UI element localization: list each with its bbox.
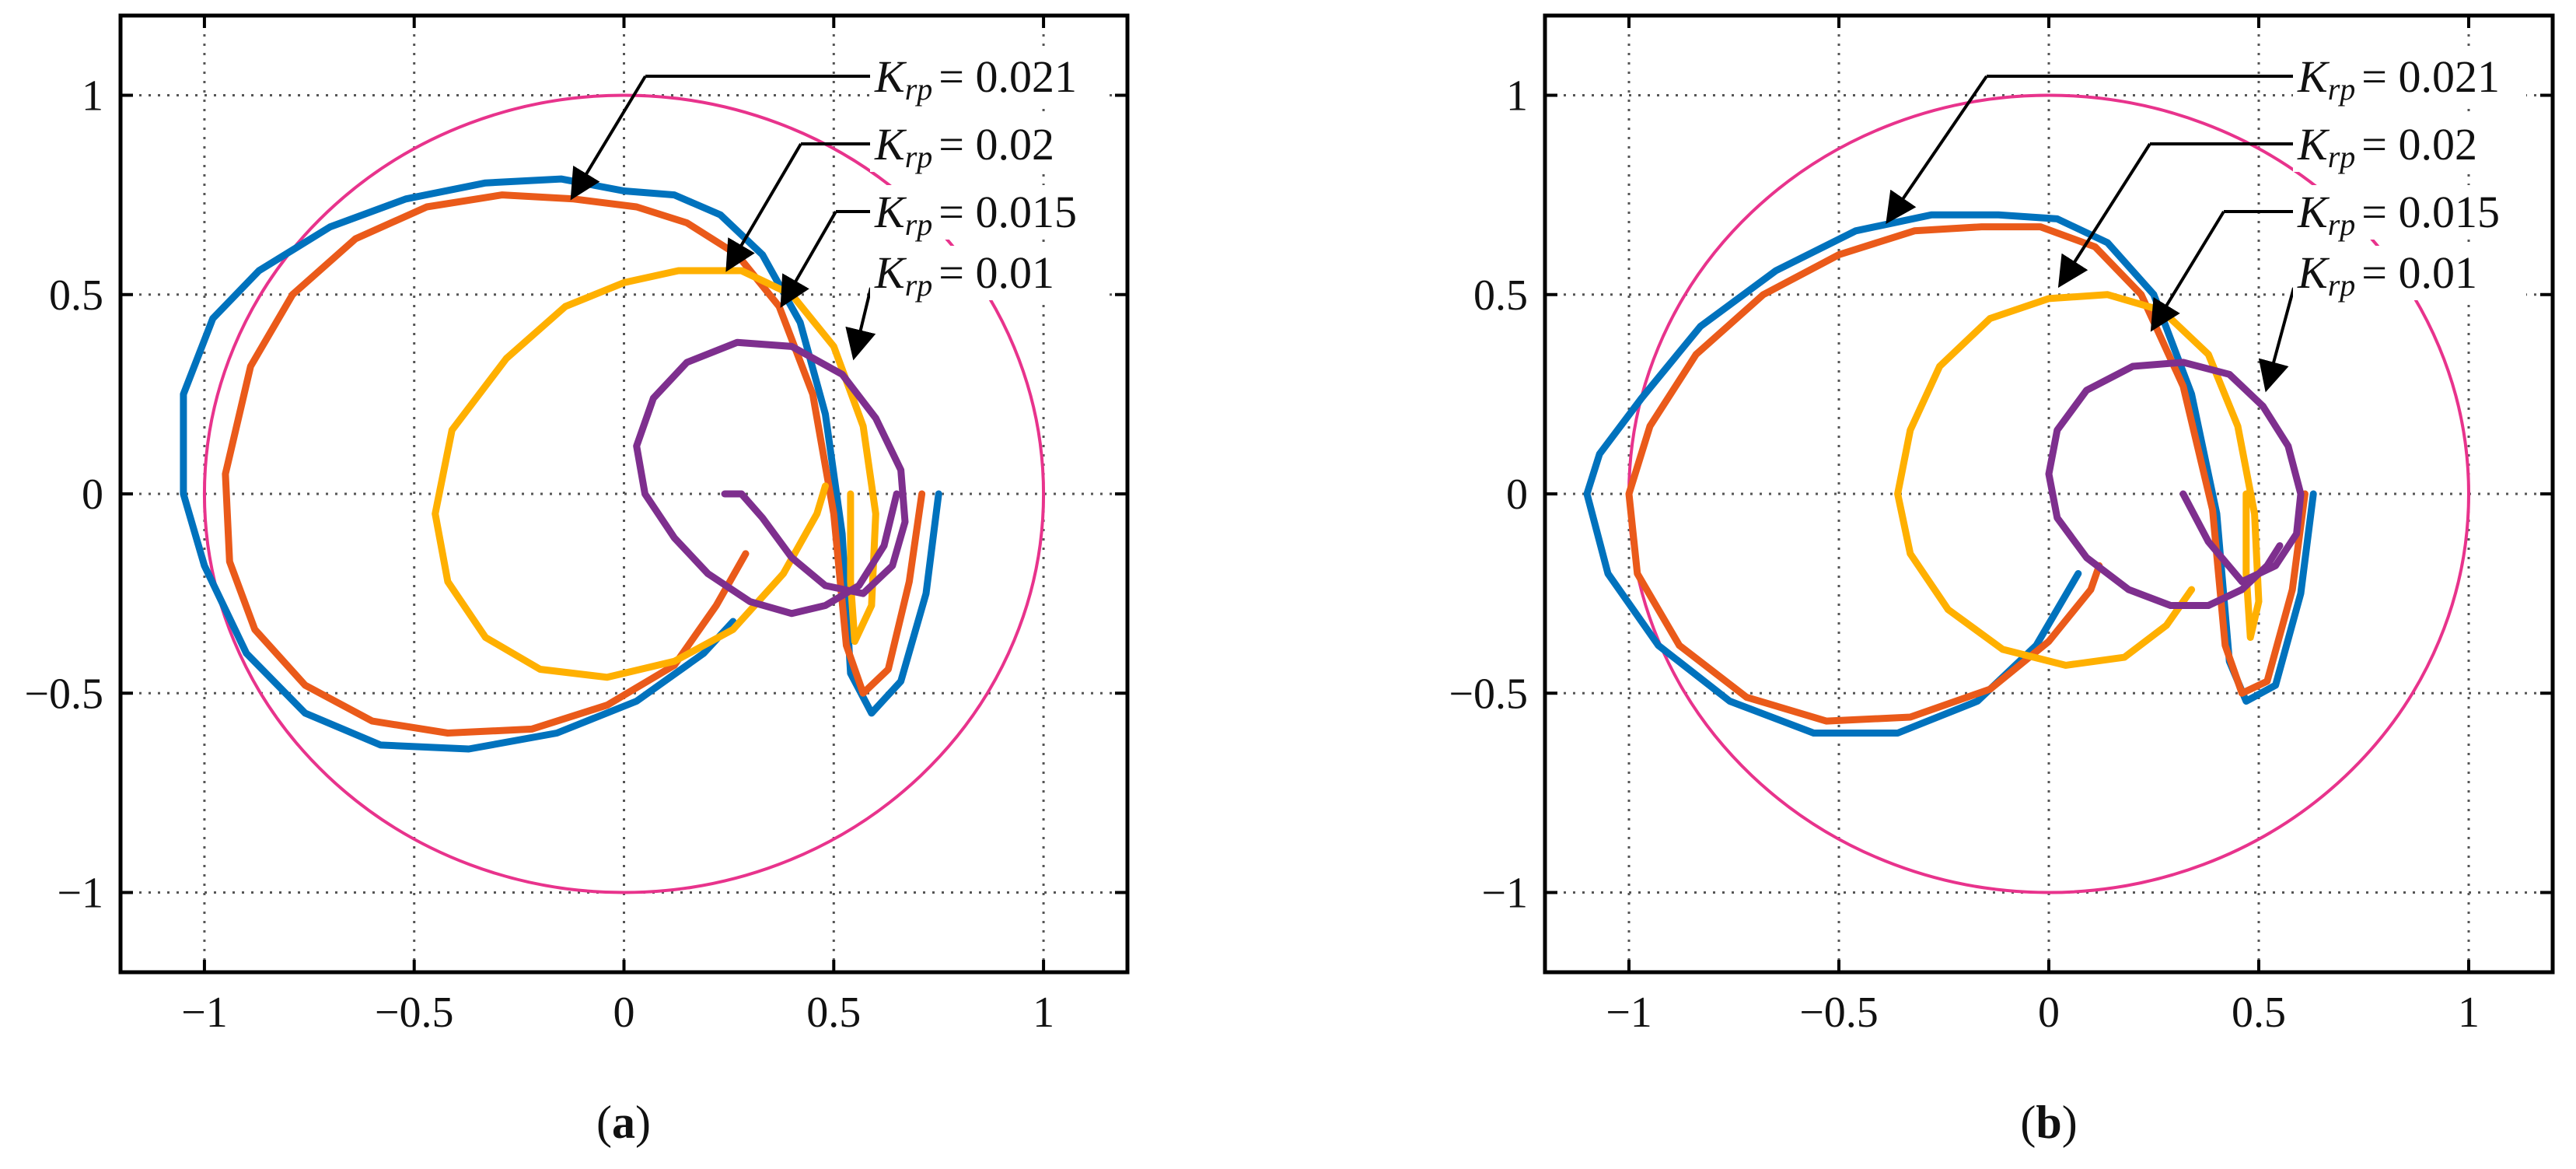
chart-panel-a: −1 −0.5 0 0.5 1 −1 −0.5 0 0.5 1 Krp = 0.021 Krp = 0.0… xyxy=(24,13,1130,1037)
annotation-label: Krp = 0.01 xyxy=(2297,247,2477,303)
annotation-arrow xyxy=(2057,142,2151,289)
annotation-label: Krp = 0.021 xyxy=(2297,51,2500,107)
annotation-label-bg xyxy=(2293,246,2526,300)
annotation-label-bg xyxy=(870,117,1103,172)
annotation-krp-3: Krp = 0.01 xyxy=(2258,246,2526,393)
annotation-label: Krp = 0.02 xyxy=(874,119,1054,174)
annotation-label: Krp = 0.015 xyxy=(2297,187,2500,242)
panel-label: (b) xyxy=(2020,1097,2077,1148)
series-line-krp-1 xyxy=(222,191,926,737)
annotation-label-bg xyxy=(2293,117,2526,172)
annotation-label-bg xyxy=(870,50,1103,104)
series-line-krp-3 xyxy=(2045,359,2305,609)
annotation-krp-1: Krp = 0.02 xyxy=(2057,117,2526,289)
x-tick-label: 1 xyxy=(1033,989,1054,1037)
annotation-label: Krp = 0.01 xyxy=(874,247,1054,303)
series-line-krp-2 xyxy=(432,267,879,681)
chart-panel-b: −1 −0.5 0 0.5 1 −1 −0.5 0 0.5 1 Krp = 0.021 Krp = 0.0… xyxy=(1449,13,2555,1037)
annotation-label-bg xyxy=(2293,185,2526,240)
x-tick-label: −1 xyxy=(181,989,228,1037)
annotation-arrow xyxy=(780,211,837,308)
unit-circle xyxy=(202,93,1046,894)
series-line-krp-1 xyxy=(1625,223,2309,725)
series-line-krp-3 xyxy=(633,338,909,618)
x-tick-label: 0.5 xyxy=(2232,989,2286,1037)
annotation-arrow xyxy=(725,142,802,272)
annotation-arrow xyxy=(1886,75,1988,224)
annotation-label-bg xyxy=(870,185,1103,240)
annotation-label-bg xyxy=(870,246,1103,300)
annotation-label: Krp = 0.015 xyxy=(874,187,1077,242)
y-tick-label: −0.5 xyxy=(1449,670,1528,718)
y-tick-label: −1 xyxy=(1481,870,1528,918)
annotation-arrow xyxy=(2150,210,2225,332)
x-tick-label: −0.5 xyxy=(1799,989,1879,1037)
y-tick-label: −0.5 xyxy=(24,670,103,718)
x-tick-label: −0.5 xyxy=(375,989,454,1037)
y-tick-label: −1 xyxy=(57,870,103,918)
annotation-krp-0: Krp = 0.021 xyxy=(1886,50,2526,224)
annotation-krp-2: Krp = 0.015 xyxy=(2150,185,2526,332)
annotation-label-bg xyxy=(2293,50,2526,104)
annotation-arrow xyxy=(570,75,647,201)
annotation-arrow xyxy=(845,287,876,361)
y-tick-label: 0.5 xyxy=(49,271,103,320)
x-tick-label: 0.5 xyxy=(806,989,861,1037)
annotation-label: Krp = 0.021 xyxy=(874,51,1077,107)
x-tick-label: 1 xyxy=(2458,989,2480,1037)
annotation-krp-2: Krp = 0.015 xyxy=(780,185,1103,308)
series-line-krp-0 xyxy=(180,175,942,753)
annotation-label: Krp = 0.02 xyxy=(2297,119,2477,174)
x-tick-label: −1 xyxy=(1606,989,1652,1037)
annotation-krp-0: Krp = 0.021 xyxy=(570,50,1103,201)
y-tick-label: 1 xyxy=(82,72,103,121)
y-tick-label: 0 xyxy=(1506,471,1528,519)
panel-label: (a) xyxy=(596,1097,651,1148)
annotation-arrow xyxy=(2258,287,2295,393)
x-tick-label: 0 xyxy=(2038,989,2060,1037)
x-tick-label: 0 xyxy=(613,989,635,1037)
y-tick-label: 1 xyxy=(1506,72,1528,121)
annotation-krp-1: Krp = 0.02 xyxy=(725,117,1103,272)
annotation-krp-3: Krp = 0.01 xyxy=(845,246,1103,361)
y-tick-label: 0.5 xyxy=(1473,271,1528,320)
y-tick-label: 0 xyxy=(82,471,103,519)
